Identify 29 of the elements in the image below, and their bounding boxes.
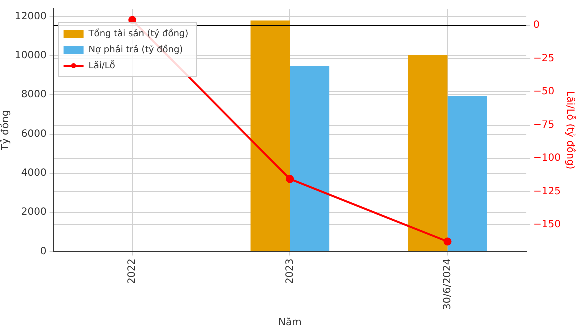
bar xyxy=(250,20,290,252)
legend-label: Lãi/Lỗ xyxy=(88,60,116,72)
y-tick-label: 4000 xyxy=(21,168,47,180)
x-tick-label: 2022 xyxy=(127,258,138,284)
y-tick-label: 10000 xyxy=(15,50,47,62)
y2-tick-label: 0 xyxy=(534,20,540,32)
y2-tick-label: −75 xyxy=(534,120,555,131)
y2-tick-label: −50 xyxy=(534,86,555,98)
y-tick-label: 0 xyxy=(40,246,47,258)
bar xyxy=(448,96,488,252)
x-tick-label: 2023 xyxy=(284,258,296,284)
y-tick-label: 2000 xyxy=(21,207,47,218)
y2-tick-label: −25 xyxy=(534,53,555,64)
y-tick-label: 6000 xyxy=(21,128,47,140)
legend-label: Tổng tài sản (tỷ đồng) xyxy=(88,28,189,40)
y-axis-title: Tỷ đồng xyxy=(0,110,12,152)
bar xyxy=(290,66,330,252)
y2-tick-label: −100 xyxy=(534,153,562,164)
y-tick-label: 8000 xyxy=(21,90,47,101)
y2-axis-title: Lãi/Lỗ (tỷ đồng) xyxy=(564,91,576,170)
legend-label: Nợ phải trả (tỷ đồng) xyxy=(88,44,184,56)
y-tick-label: 12000 xyxy=(15,11,47,22)
bar xyxy=(408,55,448,252)
x-axis-title: Năm xyxy=(278,318,302,329)
point xyxy=(444,238,452,246)
y2-tick-label: −150 xyxy=(534,220,562,231)
y2-tick-label: −125 xyxy=(534,186,562,198)
point xyxy=(286,175,294,184)
x-tick-label: 30/6/2024 xyxy=(442,258,454,310)
